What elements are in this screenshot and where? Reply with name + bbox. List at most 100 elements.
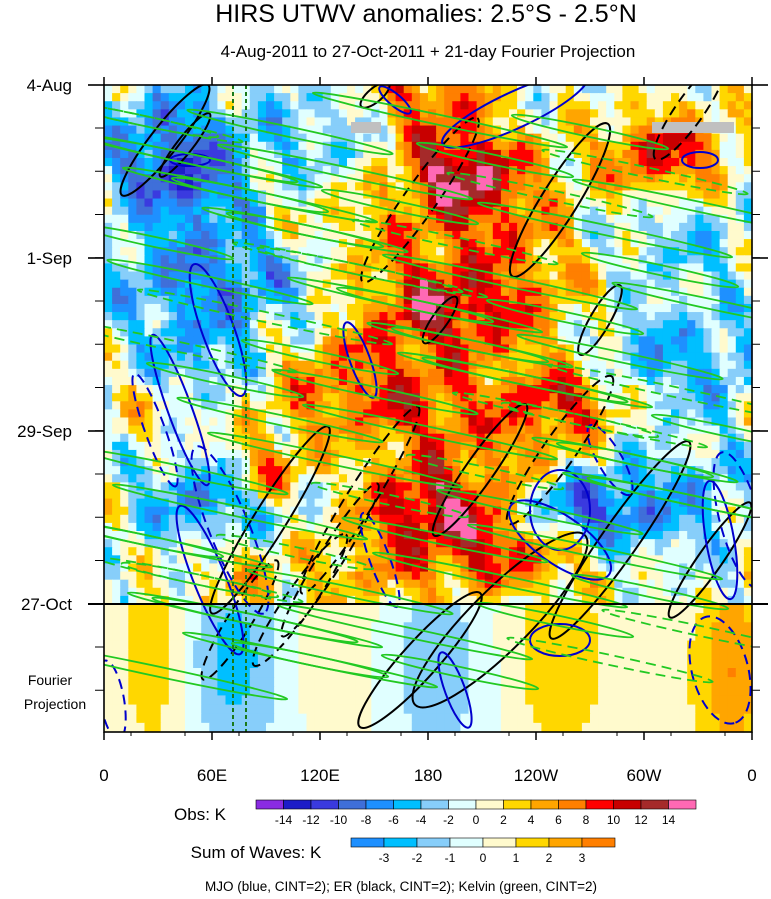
obs-cell bbox=[104, 490, 113, 500]
obs-cell bbox=[282, 157, 291, 167]
obs-cell bbox=[347, 166, 356, 175]
obs-cell bbox=[541, 531, 551, 540]
obs-cell bbox=[606, 85, 615, 94]
obs-cell bbox=[257, 563, 267, 573]
obs-cell bbox=[347, 539, 356, 548]
obs-cell bbox=[379, 466, 389, 475]
obs-cell bbox=[257, 466, 267, 475]
obs-cell bbox=[671, 425, 680, 435]
obs-cell bbox=[735, 490, 745, 500]
obs-cell bbox=[168, 401, 178, 410]
obs-cell bbox=[225, 522, 235, 532]
obs-cell bbox=[549, 385, 559, 394]
obs-cell bbox=[160, 230, 170, 240]
obs-cell bbox=[185, 336, 194, 346]
obs-cell bbox=[711, 458, 721, 467]
obs-cell bbox=[355, 206, 364, 216]
obs-cell bbox=[112, 539, 121, 548]
obs-cell bbox=[314, 376, 324, 386]
obs-cell bbox=[290, 555, 299, 565]
obs-cell bbox=[557, 271, 567, 281]
obs-cell bbox=[144, 482, 154, 492]
obs-cell bbox=[185, 166, 194, 175]
obs-cell bbox=[403, 474, 413, 483]
obs-cell bbox=[687, 149, 696, 159]
obs-cell bbox=[695, 239, 704, 248]
obs-cell bbox=[112, 385, 121, 394]
obs-cell bbox=[630, 563, 640, 573]
obs-cell bbox=[185, 555, 194, 565]
obs-cell bbox=[476, 190, 486, 200]
obs-cell bbox=[703, 174, 713, 183]
obs-cell bbox=[565, 539, 575, 548]
obs-cell bbox=[266, 336, 275, 346]
obs-cell bbox=[509, 376, 518, 386]
obs-cell bbox=[735, 393, 745, 402]
obs-cell bbox=[104, 287, 113, 297]
obs-cell bbox=[525, 295, 534, 305]
obs-cell bbox=[176, 109, 186, 119]
obs-cell bbox=[671, 547, 680, 556]
obs-cell bbox=[411, 320, 421, 329]
obs-cell bbox=[646, 441, 656, 451]
obs-cell bbox=[444, 328, 453, 337]
obs-cell bbox=[703, 206, 713, 216]
obs-cell bbox=[419, 312, 429, 321]
obs-cell bbox=[517, 417, 526, 427]
obs-cell bbox=[168, 174, 178, 183]
obs-cell bbox=[274, 182, 283, 192]
obs-cell bbox=[168, 514, 178, 524]
obs-cell bbox=[257, 303, 267, 313]
obs-cell bbox=[355, 547, 364, 556]
obs-cell bbox=[128, 166, 137, 175]
obs-cell bbox=[128, 247, 137, 256]
obs-cell bbox=[484, 579, 494, 589]
obs-cell bbox=[249, 141, 259, 151]
obs-cell bbox=[185, 514, 194, 524]
obs-cell bbox=[460, 222, 470, 232]
obs-cell bbox=[274, 482, 283, 492]
obs-cell bbox=[598, 182, 607, 192]
obs-cell bbox=[209, 109, 218, 119]
obs-cell bbox=[306, 474, 316, 483]
obs-cell bbox=[266, 506, 275, 516]
obs-cell bbox=[217, 287, 227, 297]
obs-cell bbox=[306, 587, 316, 597]
obs-cell bbox=[201, 117, 210, 127]
obs-cell bbox=[500, 458, 510, 467]
obs-cell bbox=[452, 320, 461, 329]
obs-cell bbox=[468, 458, 478, 467]
obs-cell bbox=[290, 222, 299, 232]
obs-cell bbox=[525, 320, 534, 329]
obs-cell bbox=[233, 449, 243, 459]
obs-cell bbox=[306, 141, 316, 151]
obs-cell bbox=[225, 344, 235, 354]
obs-cell bbox=[266, 571, 275, 581]
obs-cell bbox=[411, 190, 421, 200]
obs-cell bbox=[387, 522, 397, 532]
obs-cell bbox=[727, 109, 737, 119]
obs-cell bbox=[363, 385, 372, 394]
obs-cell bbox=[266, 263, 275, 273]
obs-cell bbox=[533, 376, 542, 386]
obs-cell bbox=[128, 174, 137, 183]
obs-cell bbox=[654, 271, 664, 281]
obs-cell bbox=[679, 303, 688, 313]
obs-cell bbox=[671, 222, 680, 232]
obs-cell bbox=[606, 352, 615, 362]
obs-cell bbox=[735, 360, 745, 370]
obs-cell bbox=[598, 482, 607, 492]
obs-cell bbox=[338, 539, 348, 548]
obs-cell bbox=[606, 263, 615, 273]
obs-cell bbox=[306, 312, 316, 321]
obs-cell bbox=[492, 206, 502, 216]
obs-cell bbox=[557, 166, 567, 175]
obs-cell bbox=[274, 539, 283, 548]
obs-cell bbox=[606, 522, 615, 532]
obs-cell bbox=[193, 506, 202, 516]
obs-cell bbox=[492, 109, 502, 119]
obs-cell bbox=[371, 271, 380, 281]
obs-cell bbox=[193, 539, 202, 548]
obs-cell bbox=[379, 214, 389, 224]
obs-cell bbox=[638, 279, 648, 289]
